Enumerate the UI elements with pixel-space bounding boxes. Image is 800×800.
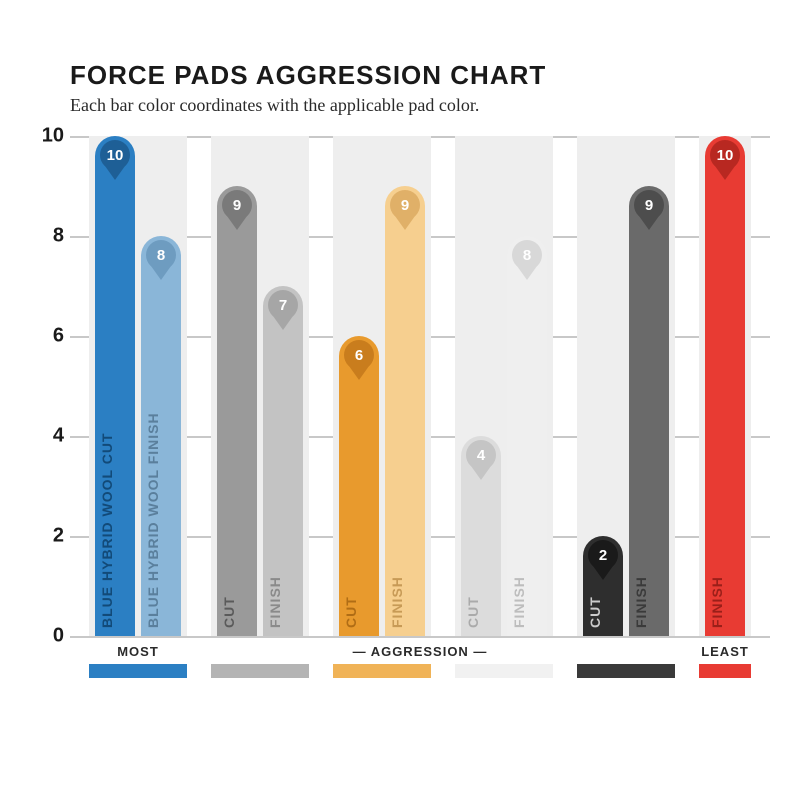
y-tick-label: 2	[30, 525, 64, 548]
chart-title: FORCE PADS AGGRESSION CHART	[70, 60, 770, 91]
chart-area: 10BLUE HYBRID WOOL CUT8BLUE HYBRID WOOL …	[30, 136, 770, 666]
bar: 10FINISH	[705, 136, 745, 636]
legend-swatch	[211, 664, 309, 678]
bar-label: FINISH	[709, 576, 725, 628]
bar-label: BLUE HYBRID WOOL CUT	[99, 432, 115, 628]
y-tick-label: 4	[30, 425, 64, 448]
x-axis-center-label: — AGGRESSION —	[353, 644, 488, 659]
legend-swatch	[89, 664, 187, 678]
bar-label: FINISH	[511, 576, 527, 628]
legend-swatch	[333, 664, 431, 678]
plot-area: 10BLUE HYBRID WOOL CUT8BLUE HYBRID WOOL …	[70, 136, 770, 636]
bar: 4CUT	[461, 436, 501, 636]
bar-label: CUT	[343, 596, 359, 628]
y-tick-label: 8	[30, 225, 64, 248]
legend-swatch	[577, 664, 675, 678]
bar-value-pointer-icon	[639, 216, 659, 230]
x-axis-row: MOST — AGGRESSION — LEAST	[70, 640, 770, 666]
bar-value-pointer-icon	[715, 166, 735, 180]
bar-value-pointer-icon	[151, 266, 171, 280]
bar-value-pointer-icon	[227, 216, 247, 230]
bar-label: BLUE HYBRID WOOL FINISH	[145, 412, 161, 628]
bar-value-pointer-icon	[593, 566, 613, 580]
bar-value-pointer-icon	[105, 166, 125, 180]
bar: 8FINISH	[507, 236, 547, 636]
bar-label: FINISH	[267, 576, 283, 628]
legend-swatch	[455, 664, 553, 678]
bar: 9FINISH	[385, 186, 425, 636]
bar-value-pointer-icon	[471, 466, 491, 480]
y-tick-label: 10	[30, 125, 64, 148]
y-tick-label: 6	[30, 325, 64, 348]
bar-label: FINISH	[633, 576, 649, 628]
bar: 9CUT	[217, 186, 257, 636]
bar: 6CUT	[339, 336, 379, 636]
x-axis-right-label: LEAST	[701, 644, 749, 659]
legend-swatch	[699, 664, 751, 678]
bar: 8BLUE HYBRID WOOL FINISH	[141, 236, 181, 636]
bar-value-pointer-icon	[395, 216, 415, 230]
bar-label: CUT	[465, 596, 481, 628]
bar-label: CUT	[587, 596, 603, 628]
bar: 10BLUE HYBRID WOOL CUT	[95, 136, 135, 636]
y-tick-label: 0	[30, 625, 64, 648]
gridline	[70, 636, 770, 638]
x-axis-left-label: MOST	[117, 644, 159, 659]
bar: 7FINISH	[263, 286, 303, 636]
bar-label: CUT	[221, 596, 237, 628]
bar-label: FINISH	[389, 576, 405, 628]
bar: 9FINISH	[629, 186, 669, 636]
bar-value-pointer-icon	[349, 366, 369, 380]
bar-value-pointer-icon	[517, 266, 537, 280]
bar-value-pointer-icon	[273, 316, 293, 330]
bar: 2CUT	[583, 536, 623, 636]
chart-subtitle: Each bar color coordinates with the appl…	[70, 95, 770, 116]
